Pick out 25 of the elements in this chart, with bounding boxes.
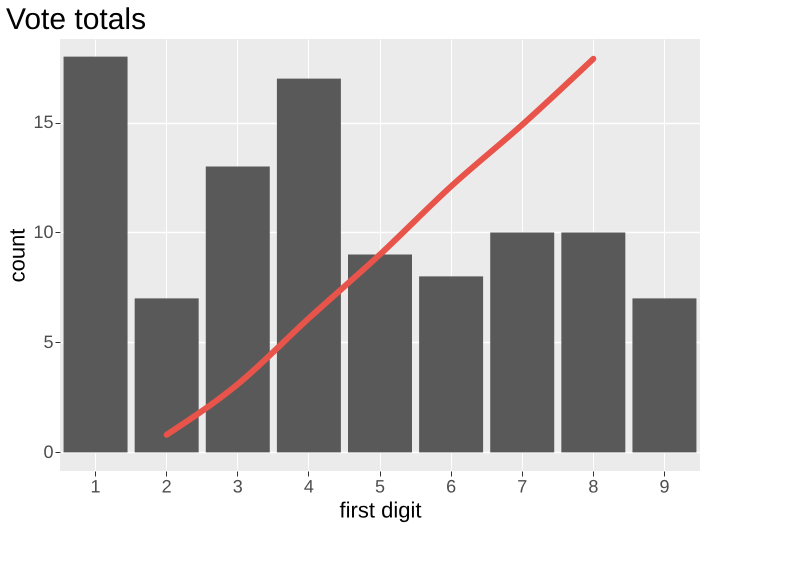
x-tick-label: 9 bbox=[659, 476, 670, 496]
y-tick-label: 10 bbox=[33, 222, 54, 242]
bar bbox=[64, 56, 128, 452]
bar bbox=[490, 232, 554, 452]
x-tick-label: 1 bbox=[90, 476, 101, 496]
bar bbox=[419, 276, 484, 452]
x-tick-label: 5 bbox=[374, 476, 386, 496]
bar bbox=[134, 298, 199, 452]
bar bbox=[206, 166, 270, 452]
y-tick-label: 0 bbox=[43, 442, 54, 462]
bar bbox=[561, 232, 626, 452]
x-tick-label: 6 bbox=[446, 476, 456, 496]
chart-title: Vote totals bbox=[6, 3, 146, 36]
x-tick-label: 4 bbox=[304, 476, 314, 496]
x-tick-label: 2 bbox=[162, 476, 172, 496]
bar bbox=[276, 78, 341, 452]
bar bbox=[348, 254, 412, 452]
y-axis-title: count bbox=[4, 228, 30, 282]
y-tick-label: 15 bbox=[33, 112, 54, 132]
bar bbox=[632, 298, 696, 452]
x-tick-label: 3 bbox=[232, 476, 243, 496]
x-axis-title: first digit bbox=[340, 498, 422, 522]
x-tick-label: 7 bbox=[517, 476, 528, 496]
x-tick-label: 8 bbox=[588, 476, 598, 496]
y-tick-label: 5 bbox=[43, 332, 54, 352]
